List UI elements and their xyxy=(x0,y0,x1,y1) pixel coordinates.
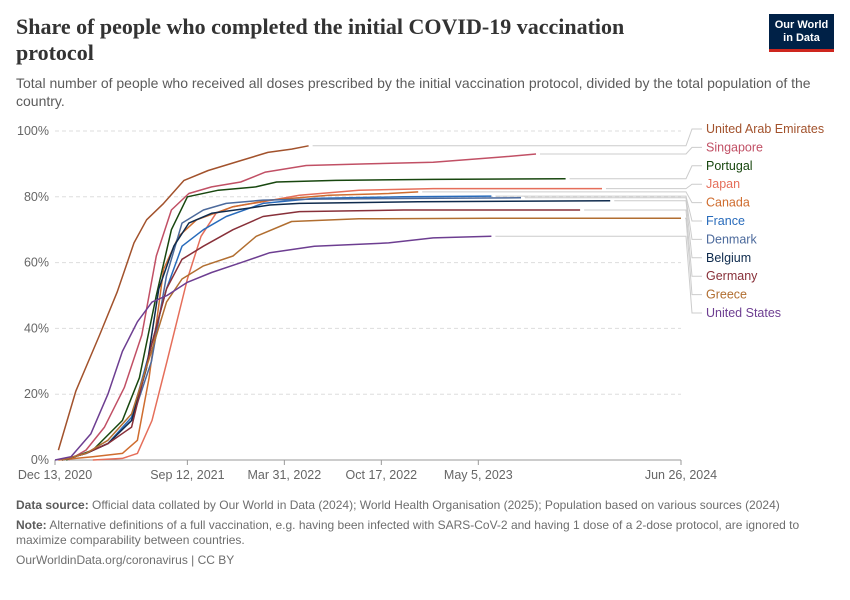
legend-connector xyxy=(569,165,702,180)
legend-label[interactable]: Portugal xyxy=(706,159,753,173)
legend-label[interactable]: Singapore xyxy=(706,140,763,154)
series-line[interactable] xyxy=(61,217,681,461)
footer: Data source: Official data collated by O… xyxy=(16,498,831,573)
legend-label[interactable]: United Arab Emirates xyxy=(706,122,824,136)
legend-label[interactable]: Germany xyxy=(706,269,758,283)
data-source: Data source: Official data collated by O… xyxy=(16,498,831,513)
y-tick-label: 40% xyxy=(24,321,49,335)
series-lines xyxy=(54,145,681,461)
series-line[interactable] xyxy=(62,199,611,461)
legend-label[interactable]: Denmark xyxy=(706,232,757,246)
series-line[interactable] xyxy=(58,191,419,461)
legend-connector xyxy=(495,235,702,314)
chart-subtitle: Total number of people who received all … xyxy=(16,75,811,109)
y-tick-label: 100% xyxy=(17,124,49,138)
note: Note: Alternative definitions of a full … xyxy=(16,518,831,548)
legend-connector xyxy=(685,217,702,296)
series-line[interactable] xyxy=(57,145,309,451)
legend-connector xyxy=(540,146,702,155)
legend-connector xyxy=(495,195,702,222)
legend-label[interactable]: United States xyxy=(706,306,781,320)
logo-line-2: in Data xyxy=(783,32,820,44)
series-line[interactable] xyxy=(65,177,566,461)
series-line[interactable] xyxy=(68,153,537,461)
y-tick-label: 20% xyxy=(24,387,49,401)
legend-connector xyxy=(584,209,702,277)
legend-connector xyxy=(312,128,702,147)
series-line[interactable] xyxy=(61,209,581,461)
x-tick-label: Sep 12, 2021 xyxy=(150,468,224,482)
x-tick-label: Dec 13, 2020 xyxy=(18,468,92,482)
legend-label[interactable]: Japan xyxy=(706,177,740,191)
grid-lines xyxy=(55,130,681,461)
y-axis: 0% 20% 40% 60% 80% 100% xyxy=(17,124,49,467)
legend-label[interactable]: Greece xyxy=(706,288,747,302)
legend-label[interactable]: France xyxy=(706,214,745,228)
legend-label[interactable]: Canada xyxy=(706,196,750,210)
legend-connector xyxy=(614,200,702,259)
x-axis: Dec 13, 2020 Sep 12, 2021 Mar 31, 2022 Oct … xyxy=(18,460,717,482)
legend-connector xyxy=(605,183,702,190)
legend-connector xyxy=(422,191,702,204)
x-tick-label: Mar 31, 2022 xyxy=(248,468,322,482)
y-tick-label: 80% xyxy=(24,190,49,204)
logo-line-1: Our World xyxy=(774,19,829,31)
note-text: Alternative definitions of a full vaccin… xyxy=(16,518,800,547)
y-tick-label: 0% xyxy=(31,453,49,467)
source-label: Data source: xyxy=(16,498,89,512)
x-tick-label: Oct 17, 2022 xyxy=(346,468,418,482)
series-line[interactable] xyxy=(92,187,602,461)
owid-logo[interactable]: Our World in Data xyxy=(769,14,834,52)
source-text: Official data collated by Our World in D… xyxy=(92,498,780,512)
series-line[interactable] xyxy=(54,235,492,461)
note-label: Note: xyxy=(16,518,47,532)
legend: United Arab Emirates Singapore Portugal Jap… xyxy=(312,122,824,320)
legend-label[interactable]: Belgium xyxy=(706,251,751,265)
x-tick-label: Jun 26, 2024 xyxy=(645,468,717,482)
chart-title: Share of people who completed the initia… xyxy=(16,14,625,65)
credit-link[interactable]: OurWorldinData.org/coronavirus | CC BY xyxy=(16,553,235,567)
legend-connector xyxy=(524,197,702,240)
x-tick-label: May 5, 2023 xyxy=(444,468,513,482)
y-tick-label: 60% xyxy=(24,256,49,270)
